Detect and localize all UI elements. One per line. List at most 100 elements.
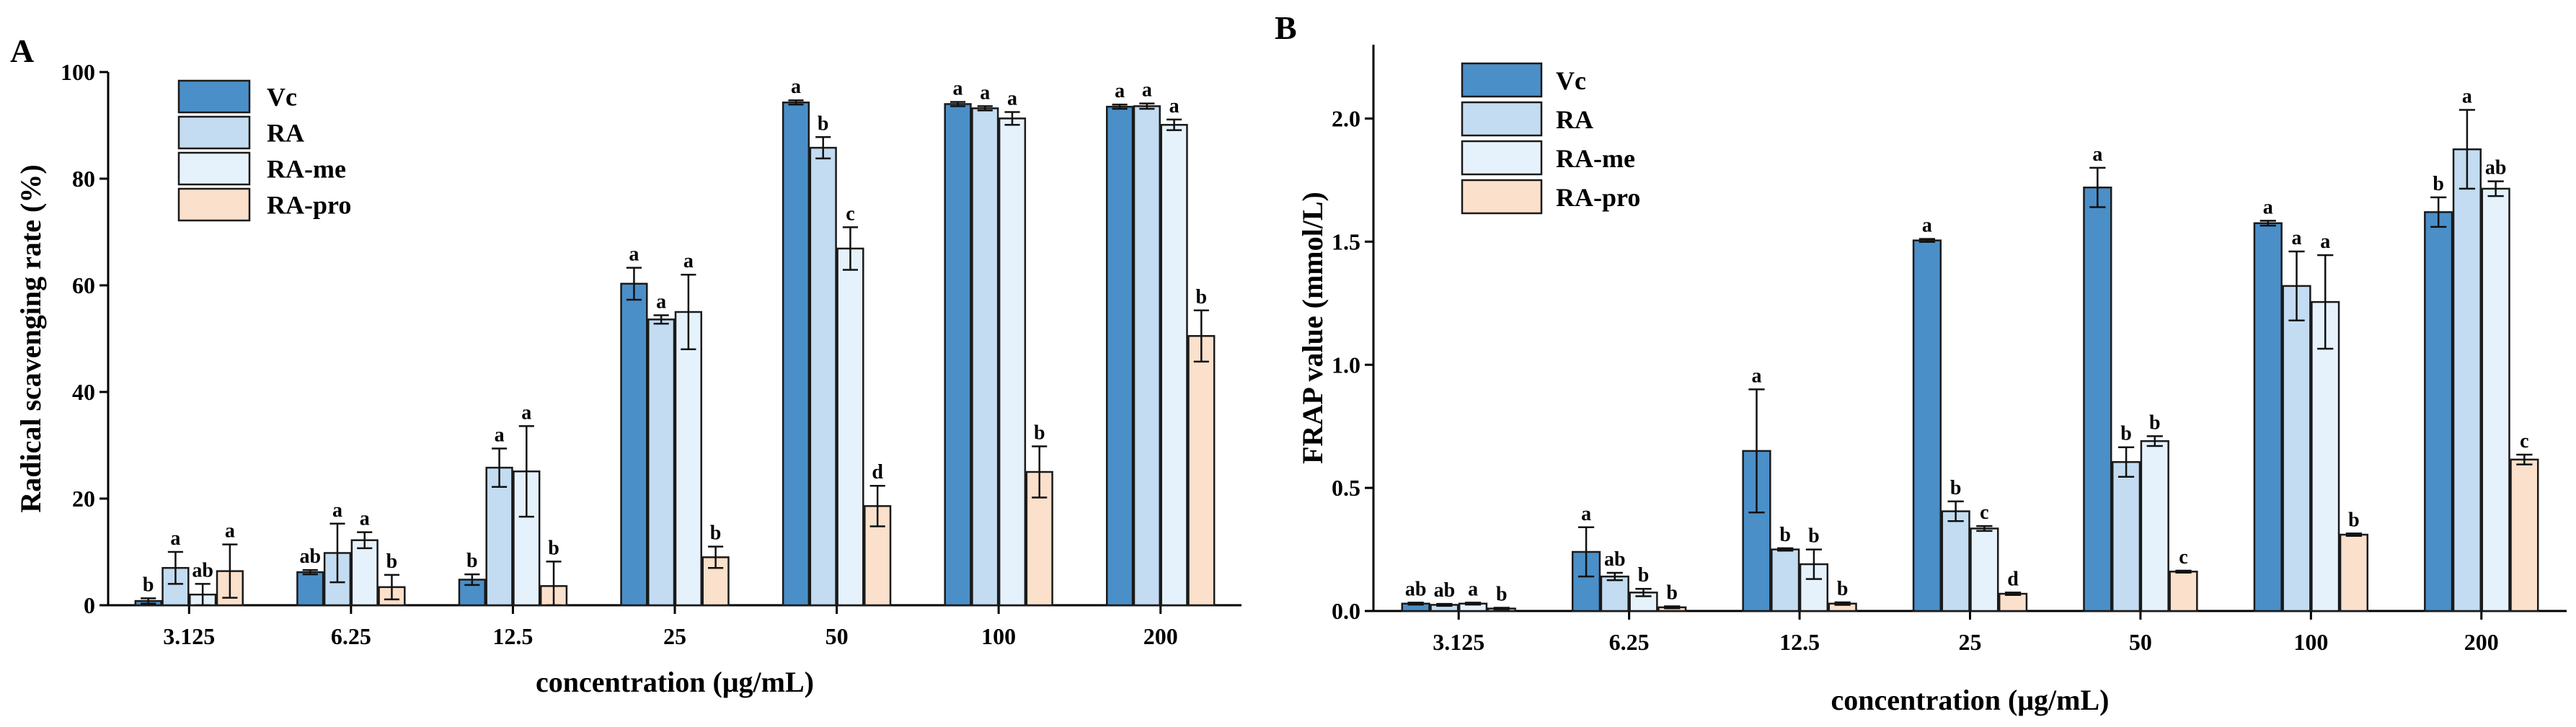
y-tick-label: 1.0 — [1332, 352, 1360, 378]
significance-label: b — [1196, 286, 1208, 308]
significance-label: a — [332, 499, 342, 522]
y-axis-title: FRAP value (mmol/L) — [1296, 192, 1329, 464]
significance-label: b — [386, 550, 398, 573]
error-bar — [1947, 500, 1964, 522]
significance-label: a — [2263, 196, 2273, 218]
error-bar — [681, 273, 696, 351]
bar-ra-pro — [2510, 458, 2539, 612]
bar-vc — [782, 101, 810, 607]
error-bar — [1664, 605, 1681, 610]
significance-label: ab — [1604, 548, 1626, 571]
bar-vc — [1106, 105, 1134, 607]
significance-label: c — [846, 202, 854, 225]
error-bar — [2146, 435, 2163, 447]
panel-label: B — [1275, 9, 1297, 46]
significance-label: ab — [2485, 157, 2507, 179]
error-bar — [977, 105, 993, 112]
bar-ra — [1941, 510, 1970, 612]
error-bar — [195, 583, 211, 607]
y-tick-label: 0.0 — [1332, 598, 1360, 624]
legend-label: RA — [1556, 105, 1593, 134]
significance-label: b — [2348, 509, 2360, 531]
x-tick-label: 50 — [2129, 629, 2152, 655]
x-tick-label: 3.125 — [1433, 629, 1484, 655]
significance-label: b — [466, 550, 478, 572]
bar-vc — [620, 282, 648, 607]
bar-ra-me — [2140, 440, 2169, 612]
bar-ra — [1600, 575, 1629, 612]
legend-swatch-ra — [177, 115, 251, 150]
error-bar — [167, 550, 183, 585]
significance-label: b — [1837, 578, 1849, 600]
significance-label: a — [791, 76, 801, 98]
error-bar — [357, 531, 373, 550]
error-bar — [1577, 526, 1595, 578]
error-bar — [2487, 180, 2504, 197]
error-bar — [626, 267, 642, 301]
x-tick-label: 6.25 — [1609, 629, 1650, 655]
bar-ra — [809, 146, 837, 607]
error-bar — [2288, 250, 2305, 321]
x-tick-label: 6.25 — [331, 623, 371, 649]
error-bar — [1805, 548, 1823, 580]
error-bar — [950, 101, 966, 107]
significance-label: c — [2520, 430, 2528, 452]
error-bar — [1112, 103, 1128, 110]
bar-ra-pro — [2169, 571, 2198, 612]
error-bar — [1493, 607, 1510, 610]
significance-label: ab — [192, 559, 213, 581]
significance-label: ab — [299, 545, 321, 568]
bar-ra — [1771, 548, 1800, 612]
error-bar — [1976, 525, 1993, 532]
significance-label: a — [170, 527, 180, 550]
significance-label: b — [2433, 173, 2444, 195]
error-bar — [1139, 102, 1155, 110]
legend-swatch-ra — [1461, 101, 1543, 137]
significance-label: a — [683, 250, 694, 272]
x-axis-title: concentration (μg/mL) — [1831, 684, 2110, 716]
significance-label: b — [2149, 411, 2161, 434]
bar-ra-me — [836, 247, 864, 607]
error-bar — [2259, 220, 2276, 227]
y-tick-label: 0.5 — [1332, 475, 1360, 501]
significance-label: b — [1496, 584, 1508, 606]
y-tick-label: 2.0 — [1332, 106, 1360, 132]
error-bar — [1834, 601, 1851, 606]
significance-label: b — [143, 574, 154, 596]
error-bar — [1606, 571, 1623, 581]
significance-label: d — [872, 461, 883, 483]
error-bar — [2458, 109, 2476, 190]
bar-ra — [2282, 285, 2311, 612]
bar-ra-me — [998, 117, 1027, 607]
x-tick-label: 25 — [1959, 629, 1982, 655]
bar-ra-pro — [2339, 533, 2369, 612]
x-tick-label: 200 — [1143, 623, 1178, 649]
bar-ra — [971, 107, 999, 607]
significance-label: a — [2462, 86, 2472, 108]
significance-label: a — [495, 424, 505, 446]
x-tick-label: 12.5 — [1779, 629, 1820, 655]
y-axis-title: Radical scavenging rate (%) — [14, 164, 47, 512]
y-tick-label: 1.5 — [1332, 228, 1360, 254]
significance-label: a — [980, 81, 990, 104]
error-bar — [815, 136, 831, 160]
bar-ra-me — [2481, 187, 2510, 612]
error-bar — [842, 226, 858, 271]
significance-label: a — [656, 290, 666, 313]
significance-label: a — [2092, 143, 2102, 166]
y-tick-label: 0 — [84, 592, 95, 618]
legend-label: Vc — [1556, 66, 1586, 95]
error-bar — [2345, 532, 2363, 538]
error-bar — [2430, 196, 2447, 228]
legend-label: RA-pro — [267, 190, 351, 219]
x-tick-label: 3.125 — [163, 623, 215, 649]
error-bar — [329, 522, 345, 584]
legend-swatch-vc — [1461, 62, 1543, 98]
legend-label: RA — [267, 118, 304, 147]
y-tick-label: 100 — [61, 59, 95, 85]
x-tick-label: 200 — [2464, 629, 2499, 655]
error-bar — [518, 425, 534, 518]
